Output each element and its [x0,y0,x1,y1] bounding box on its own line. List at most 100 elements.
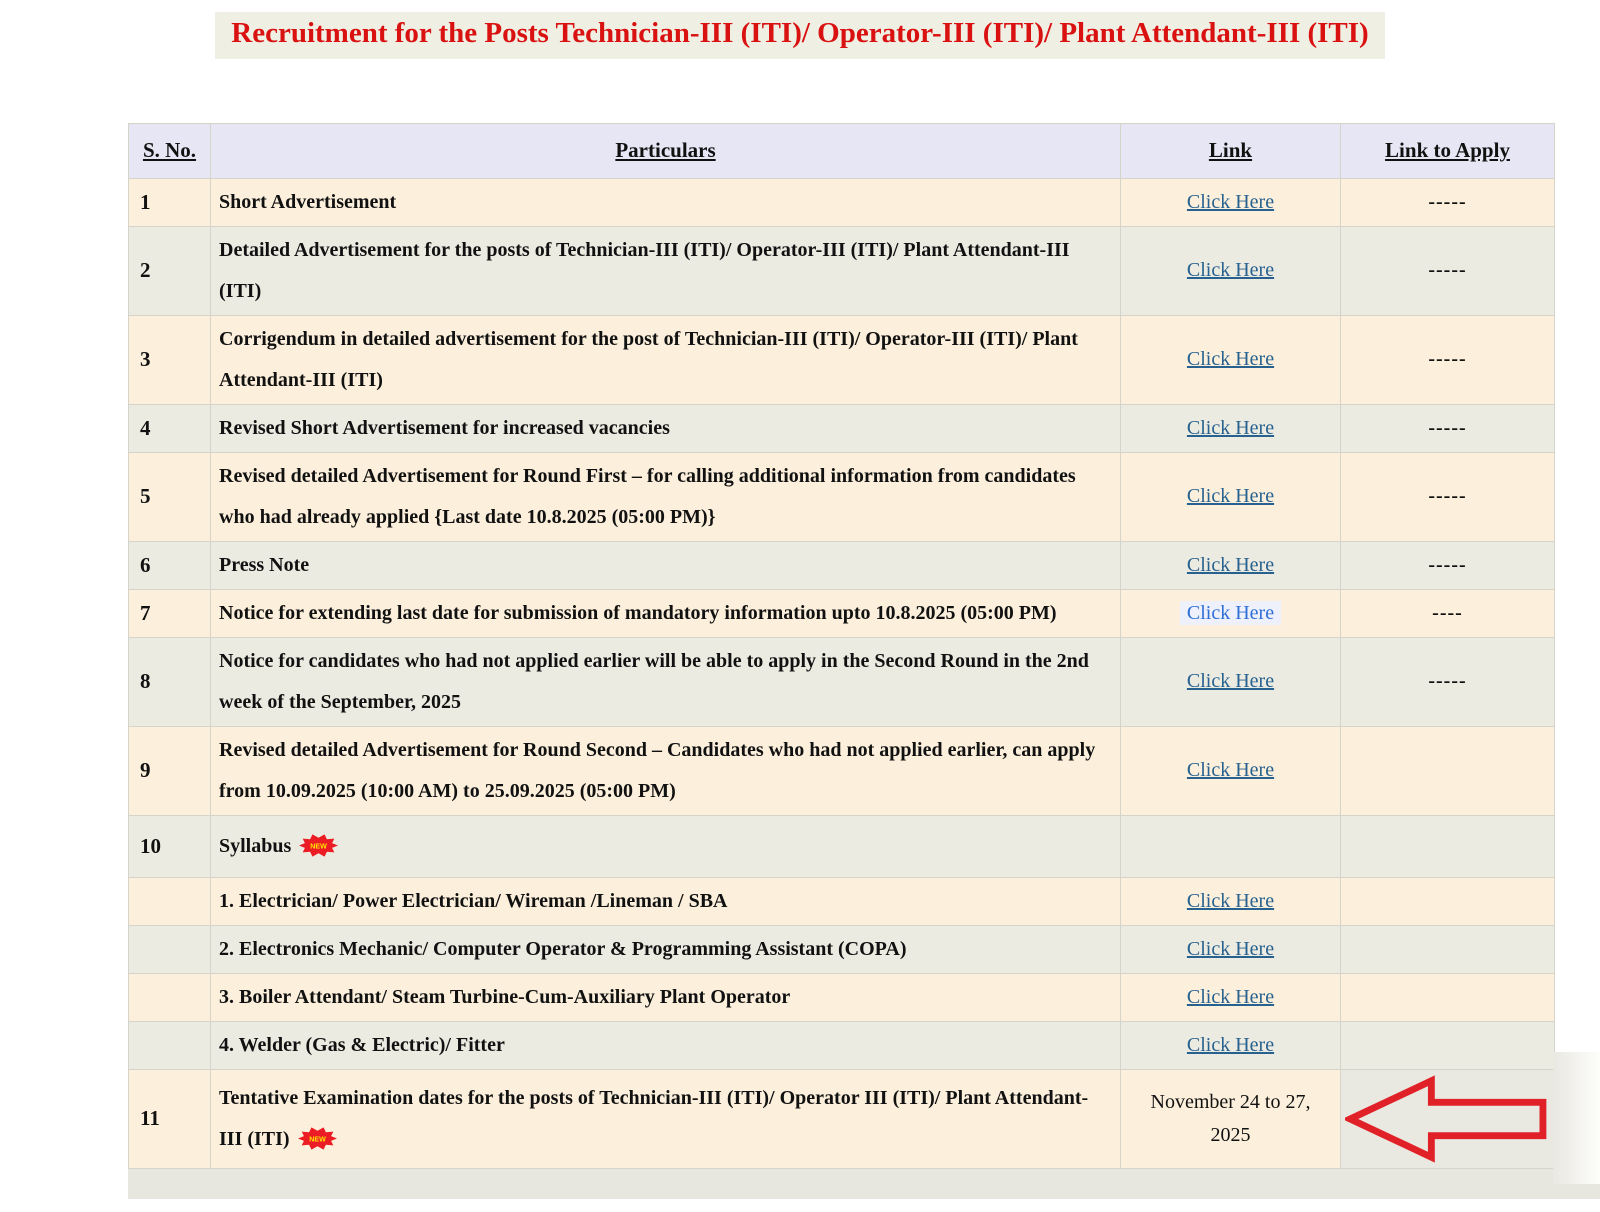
column-header-link: Link [1120,122,1341,179]
apply-dashes: ----- [1428,259,1467,282]
apply-cell: ----- [1340,177,1555,227]
column-header-sno: S. No. [128,122,211,179]
table-row: 3 Corrigendum in detailed advertisement … [128,314,1555,405]
apply-dashes: ----- [1428,416,1467,439]
sno-cell [128,876,211,926]
table-row: 6 Press Note Click Here ----- [128,540,1555,590]
particulars-cell: 3. Boiler Attendant/ Steam Turbine-Cum-A… [210,972,1121,1022]
sno-cell: 3 [128,314,211,405]
link-cell: November 24 to 27, 2025 [1120,1068,1341,1169]
click-here-link[interactable]: Click Here [1179,600,1282,625]
table-row: 4 Revised Short Advertisement for increa… [128,403,1555,453]
link-cell: Click Here [1120,924,1341,974]
new-starburst-icon: NEW [297,1127,337,1150]
recruitment-table: S. No. Particulars Link Link to Apply 1 … [128,122,1555,1169]
sno-cell: 6 [128,540,211,590]
column-header-link-to-apply: Link to Apply [1340,122,1555,179]
column-header-particulars: Particulars [210,122,1121,179]
click-here-link[interactable]: Click Here [1186,670,1275,693]
content-area: S. No. Particulars Link Link to Apply 1 … [128,122,1600,1199]
particulars-cell: Corrigendum in detailed advertisement fo… [210,314,1121,405]
sno-cell: 8 [128,636,211,727]
particulars-cell: Revised detailed Advertisement for Round… [210,725,1121,816]
link-cell: Click Here [1120,876,1341,926]
particulars-cell: Revised detailed Advertisement for Round… [210,451,1121,542]
click-here-link[interactable]: Click Here [1186,348,1275,371]
sno-cell: 7 [128,588,211,638]
apply-cell: ---- [1340,588,1555,638]
particulars-text: Revised detailed Advertisement for Round… [219,738,1096,802]
table-row: 7 Notice for extending last date for sub… [128,588,1555,638]
apply-cell [1340,972,1555,1022]
particulars-cell: Detailed Advertisement for the posts of … [210,225,1121,316]
particulars-cell: 4. Welder (Gas & Electric)/ Fitter [210,1020,1121,1070]
apply-cell [1340,814,1555,878]
sno-cell: 9 [128,725,211,816]
particulars-cell: Syllabus NEW [210,814,1121,878]
click-here-link[interactable]: Click Here [1186,937,1275,960]
link-cell: Click Here [1120,314,1341,405]
svg-text:NEW: NEW [309,1135,326,1143]
particulars-text: Short Advertisement [219,190,397,213]
sno-cell [128,924,211,974]
table-row: 5 Revised detailed Advertisement for Rou… [128,451,1555,542]
table-row: 11 Tentative Examination dates for the p… [128,1068,1555,1169]
apply-cell [1340,924,1555,974]
sno-cell: 2 [128,225,211,316]
apply-dashes: ----- [1428,670,1467,693]
new-starburst-icon: NEW [299,834,339,857]
apply-cell: ----- [1340,451,1555,542]
link-cell: Click Here [1120,403,1341,453]
bottom-gray-strip [128,1168,1600,1199]
click-here-link[interactable]: Click Here [1186,416,1275,439]
sno-cell [128,1020,211,1070]
apply-dashes: ----- [1428,553,1467,576]
particulars-cell: Press Note [210,540,1121,590]
table-row: 3. Boiler Attendant/ Steam Turbine-Cum-A… [128,972,1555,1022]
apply-dashes: ---- [1432,601,1463,624]
table-row: 4. Welder (Gas & Electric)/ Fitter Click… [128,1020,1555,1070]
apply-dashes: ----- [1428,348,1467,371]
particulars-text: Corrigendum in detailed advertisement fo… [219,327,1078,391]
link-cell: Click Here [1120,588,1341,638]
exam-dates-text: November 24 to 27, 2025 [1150,1090,1311,1146]
link-cell: Click Here [1120,1020,1341,1070]
sno-cell [128,972,211,1022]
table-row: 8 Notice for candidates who had not appl… [128,636,1555,727]
apply-cell: ----- [1340,540,1555,590]
table-row: 1 Short Advertisement Click Here ----- [128,177,1555,227]
apply-cell [1340,725,1555,816]
link-cell: Click Here [1120,540,1341,590]
click-here-link[interactable]: Click Here [1186,485,1275,508]
particulars-text: Detailed Advertisement for the posts of … [219,238,1070,302]
particulars-text: 1. Electrician/ Power Electrician/ Wirem… [219,889,728,912]
particulars-text: Notice for candidates who had not applie… [219,649,1089,713]
click-here-link[interactable]: Click Here [1186,985,1275,1008]
particulars-text: Revised detailed Advertisement for Round… [219,464,1076,528]
click-here-link[interactable]: Click Here [1186,553,1275,576]
click-here-link[interactable]: Click Here [1186,190,1275,213]
particulars-cell: Revised Short Advertisement for increase… [210,403,1121,453]
link-cell: Click Here [1120,636,1341,727]
particulars-text: 4. Welder (Gas & Electric)/ Fitter [219,1033,505,1056]
particulars-cell: 1. Electrician/ Power Electrician/ Wirem… [210,876,1121,926]
sno-cell: 11 [128,1068,211,1169]
sno-cell: 4 [128,403,211,453]
apply-dashes: ----- [1428,190,1467,213]
link-cell [1120,814,1341,878]
sno-cell: 10 [128,814,211,878]
apply-cell [1340,1020,1555,1070]
sno-cell: 1 [128,177,211,227]
table-row: 10 Syllabus NEW [128,814,1555,878]
link-cell: Click Here [1120,725,1341,816]
click-here-link[interactable]: Click Here [1186,889,1275,912]
svg-text:NEW: NEW [310,842,327,850]
click-here-link[interactable]: Click Here [1186,759,1275,782]
link-cell: Click Here [1120,177,1341,227]
apply-cell [1340,876,1555,926]
red-left-arrow-icon [1344,1075,1546,1163]
click-here-link[interactable]: Click Here [1186,1033,1275,1056]
apply-cell: ----- [1340,225,1555,316]
click-here-link[interactable]: Click Here [1186,259,1275,282]
page-header: Recruitment for the Posts Technician-III… [0,0,1600,59]
